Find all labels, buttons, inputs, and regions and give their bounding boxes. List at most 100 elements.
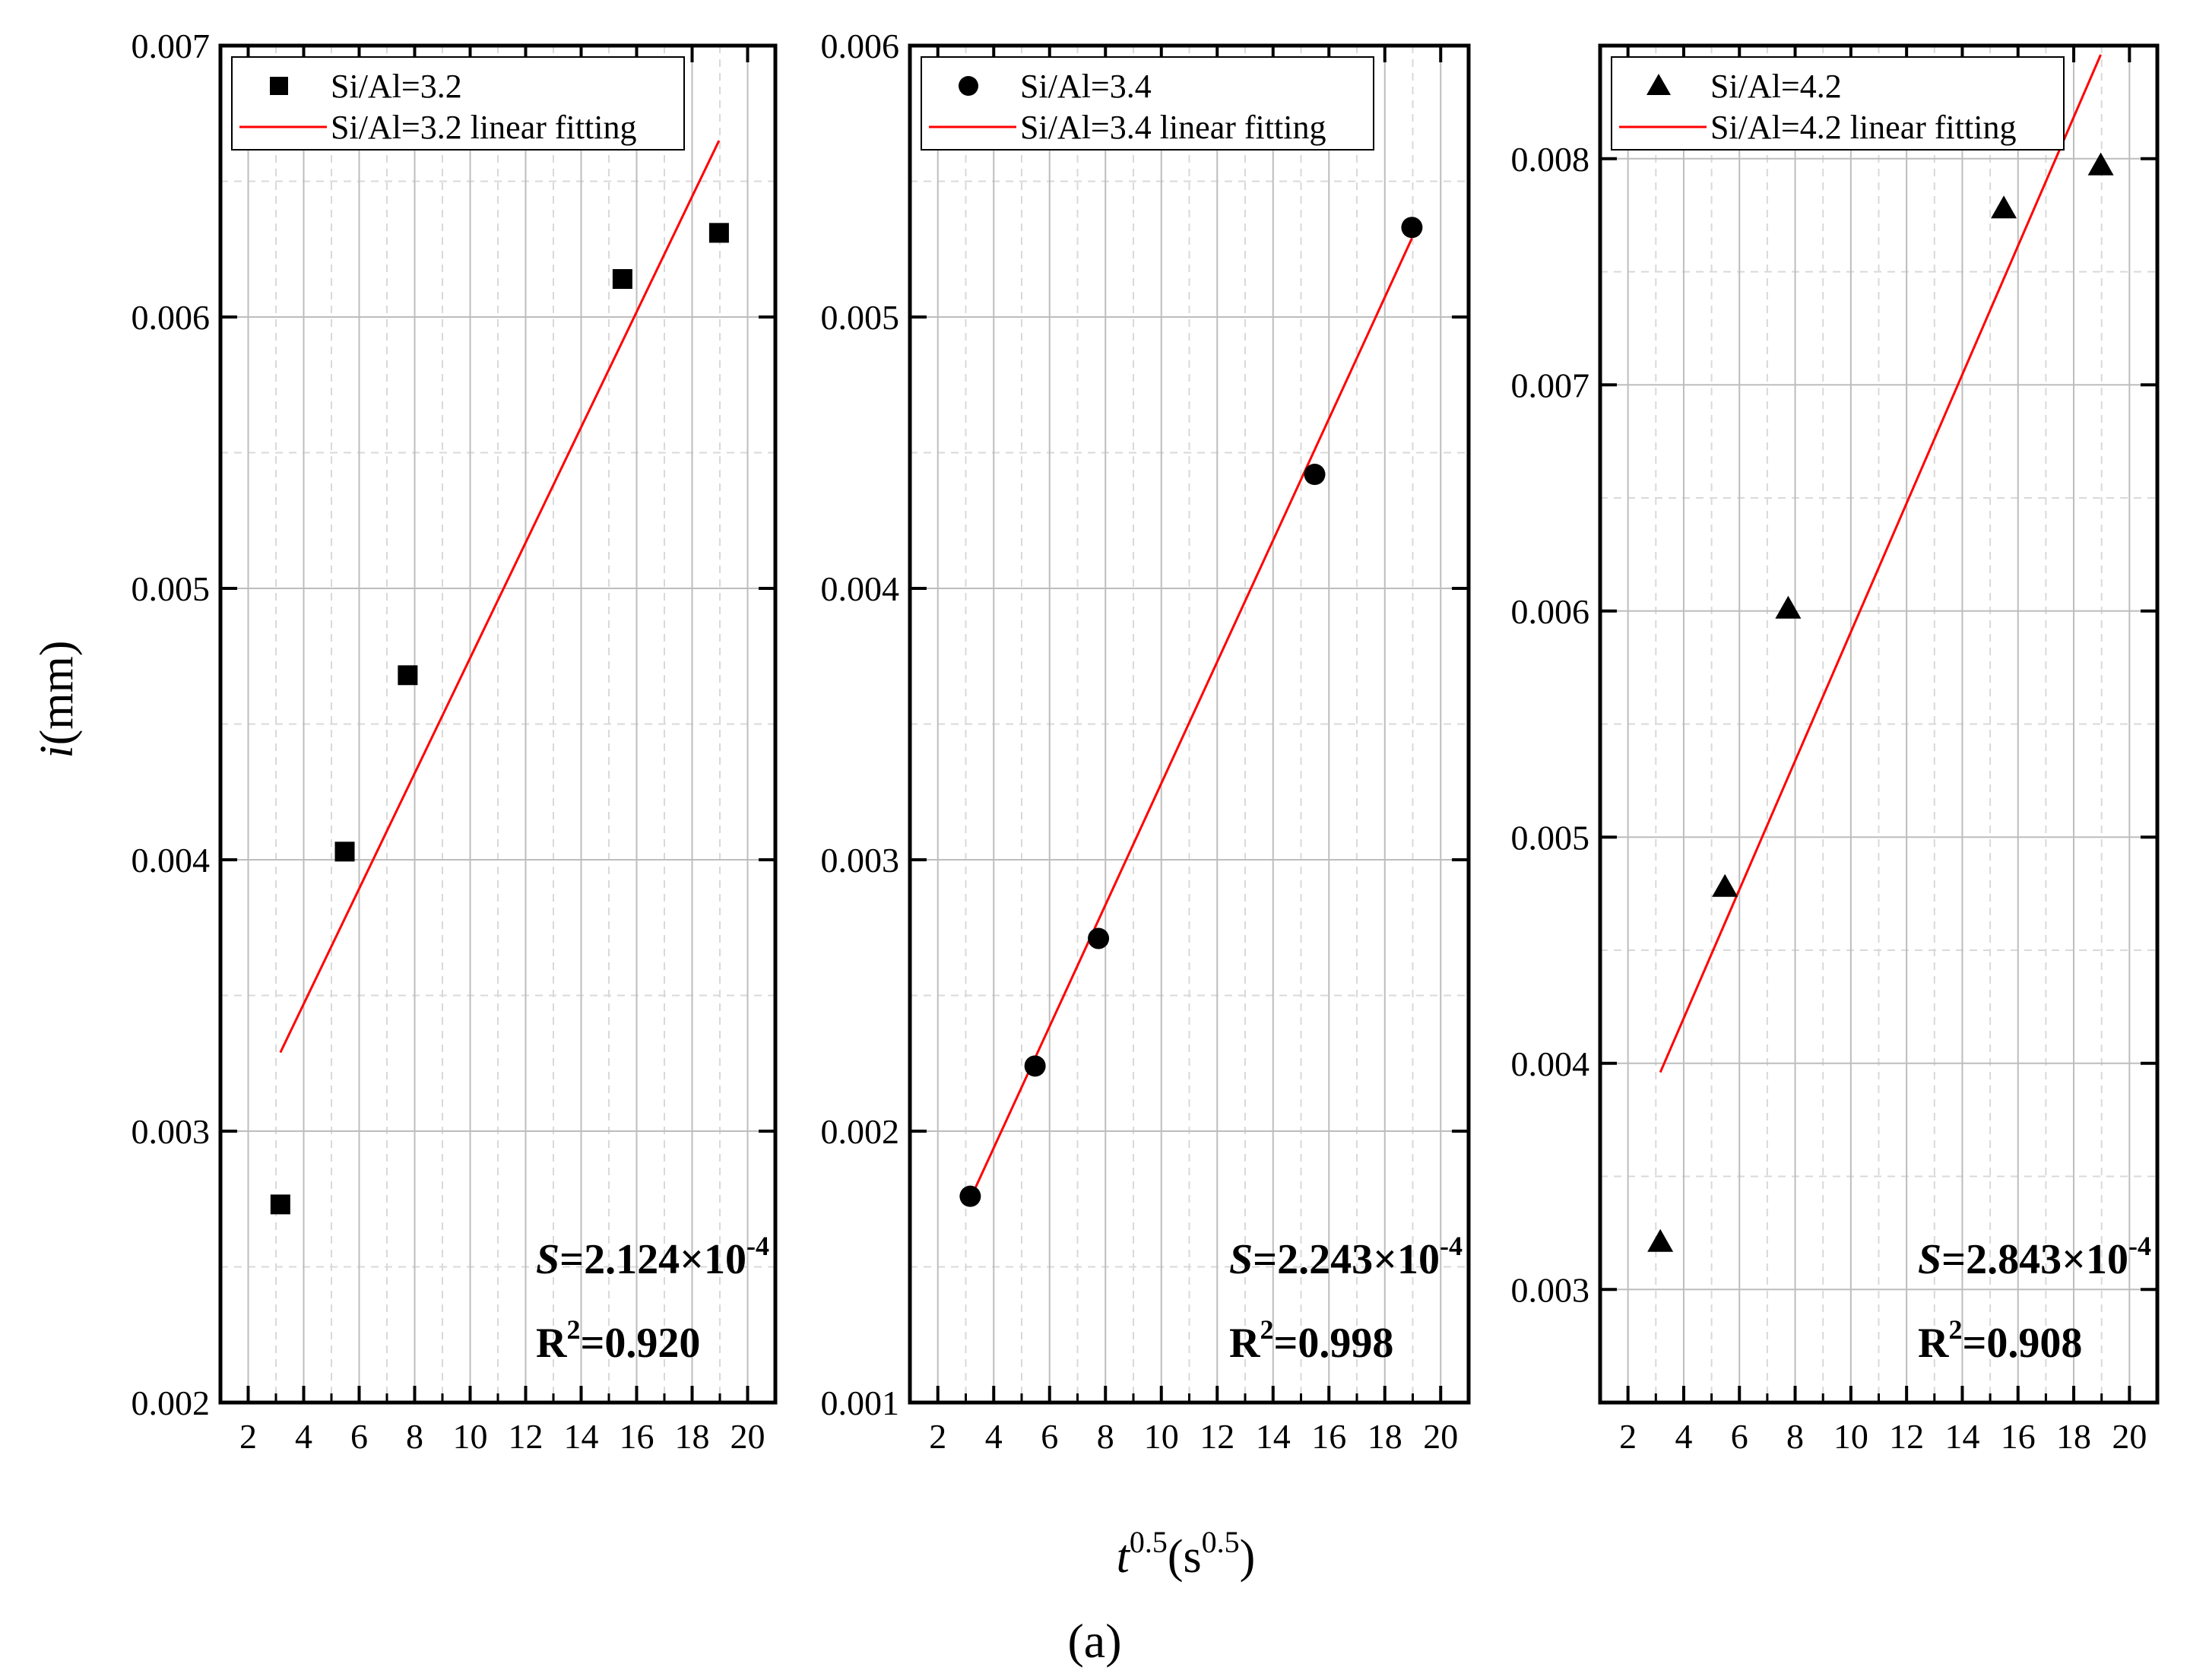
legend-label-points: Si/Al=4.2 bbox=[1710, 68, 1842, 105]
data-point bbox=[398, 665, 418, 686]
legend-box bbox=[231, 56, 685, 151]
x-tick-label: 12 bbox=[1889, 1417, 1924, 1456]
slope-value: =2.124×10 bbox=[559, 1236, 746, 1283]
chart-panel-3: 2 4 6 8 10 12 14 16 18 200.0030.0040.0050.0060.00… bbox=[1511, 43, 2160, 1456]
r-squared-annotation: R2=0.998 bbox=[1229, 1314, 1393, 1367]
slope-annotation: S=2.243×10-4 bbox=[1229, 1231, 1463, 1283]
x-tick-label: 2 bbox=[239, 1417, 257, 1456]
fit-line bbox=[279, 140, 721, 1054]
legend-marker bbox=[959, 76, 978, 96]
y-tick-label: 0.003 bbox=[132, 1112, 211, 1151]
y-tick-label: 0.003 bbox=[1511, 1270, 1590, 1309]
r-squared-superscript: 2 bbox=[566, 1314, 580, 1345]
fit-line bbox=[969, 237, 1413, 1200]
y-axis-title-unit: (mm) bbox=[31, 641, 83, 746]
x-tick-label: 6 bbox=[1041, 1417, 1058, 1456]
x-tick-label: 4 bbox=[985, 1417, 1003, 1456]
r-squared-superscript: 2 bbox=[1260, 1314, 1273, 1345]
r-squared-value: =0.920 bbox=[580, 1320, 700, 1367]
x-tick-label: 4 bbox=[295, 1417, 312, 1456]
slope-label: S bbox=[1918, 1236, 1941, 1283]
legend-label-points: Si/Al=3.4 bbox=[1020, 68, 1152, 105]
chart-panel-2: 2 4 6 8 10 12 14 16 18 200.0010.0020.0030.0040.00… bbox=[821, 27, 1471, 1456]
y-axis-title: i(mm) bbox=[31, 641, 83, 759]
data-point bbox=[1991, 195, 2017, 219]
x-tick-label: 20 bbox=[2112, 1417, 2147, 1456]
r-squared-annotation: R2=0.908 bbox=[1918, 1314, 2082, 1367]
data-point bbox=[612, 269, 632, 290]
x-tick-label: 18 bbox=[1368, 1417, 1402, 1456]
y-tick-label: 0.006 bbox=[132, 298, 211, 337]
y-axis-title-main: i bbox=[31, 745, 83, 758]
slope-exponent: -4 bbox=[2128, 1231, 2151, 1261]
slope-annotation: S=2.843×10-4 bbox=[1918, 1231, 2151, 1283]
legend-box bbox=[1611, 56, 2065, 151]
y-tick-label: 0.007 bbox=[132, 27, 211, 65]
x-tick-label: 20 bbox=[731, 1417, 765, 1456]
data-point bbox=[1775, 595, 1802, 619]
x-tick-label: 12 bbox=[509, 1417, 544, 1456]
legend-marker bbox=[1646, 74, 1671, 95]
slope-exponent: -4 bbox=[746, 1231, 769, 1261]
data-point bbox=[2087, 152, 2114, 176]
x-tick-label: 2 bbox=[1619, 1417, 1637, 1456]
data-point bbox=[334, 842, 355, 862]
y-tick-label: 0.003 bbox=[821, 841, 900, 880]
data-point bbox=[1088, 927, 1110, 949]
x-axis-title-unit-close: ) bbox=[1240, 1531, 1256, 1583]
y-tick-label: 0.002 bbox=[132, 1384, 211, 1422]
legend-label-fit: Si/Al=3.4 linear fitting bbox=[1020, 109, 1326, 146]
data-point bbox=[708, 223, 729, 243]
y-tick-label: 0.001 bbox=[821, 1384, 900, 1422]
x-tick-label: 12 bbox=[1200, 1417, 1234, 1456]
slope-value: =2.843×10 bbox=[1941, 1236, 2128, 1283]
data-point bbox=[1647, 1228, 1674, 1252]
r-squared-annotation: R2=0.920 bbox=[536, 1314, 700, 1367]
x-axis-title-unit-sup: 0.5 bbox=[1202, 1525, 1240, 1559]
x-tick-label: 8 bbox=[406, 1417, 423, 1456]
r-squared-label: R bbox=[1229, 1320, 1260, 1367]
legend-label-fit: Si/Al=4.2 linear fitting bbox=[1710, 109, 2016, 146]
data-point bbox=[959, 1185, 981, 1207]
x-tick-label: 4 bbox=[1675, 1417, 1692, 1456]
slope-value: =2.243×10 bbox=[1253, 1236, 1440, 1283]
legend: Si/Al=4.2 Si/Al=4.2 linear fitting bbox=[1611, 56, 2065, 151]
data-point bbox=[270, 1194, 290, 1215]
y-tick-label: 0.004 bbox=[821, 569, 900, 608]
fit-line bbox=[1659, 54, 2102, 1073]
x-tick-label: 2 bbox=[929, 1417, 946, 1456]
r-squared-label: R bbox=[1918, 1320, 1949, 1367]
x-tick-label: 14 bbox=[1256, 1417, 1291, 1456]
y-tick-label: 0.004 bbox=[1511, 1044, 1590, 1083]
slope-annotation: S=2.124×10-4 bbox=[536, 1231, 769, 1283]
r-squared-value: =0.908 bbox=[1962, 1320, 2082, 1367]
y-tick-label: 0.008 bbox=[1511, 140, 1590, 179]
data-point bbox=[1024, 1055, 1046, 1077]
x-axis-title-sup: 0.5 bbox=[1130, 1525, 1168, 1559]
y-tick-label: 0.005 bbox=[821, 298, 900, 337]
r-squared-superscript: 2 bbox=[1948, 1314, 1962, 1345]
slope-label: S bbox=[1229, 1236, 1253, 1283]
chart-panels: 2 4 6 8 10 12 14 16 18 200.0020.0030.0040.0050.00… bbox=[132, 27, 2160, 1456]
x-tick-label: 16 bbox=[620, 1417, 654, 1456]
x-tick-label: 6 bbox=[350, 1417, 368, 1456]
x-tick-label: 6 bbox=[1731, 1417, 1748, 1456]
y-tick-label: 0.006 bbox=[821, 27, 900, 65]
y-tick-label: 0.002 bbox=[821, 1112, 900, 1151]
legend-label-points: Si/Al=3.2 bbox=[331, 68, 462, 105]
legend-box bbox=[921, 56, 1374, 151]
x-tick-label: 10 bbox=[453, 1417, 488, 1456]
y-tick-label: 0.005 bbox=[132, 569, 211, 608]
x-tick-label: 18 bbox=[675, 1417, 710, 1456]
r-squared-value: =0.998 bbox=[1273, 1320, 1393, 1367]
x-tick-label: 8 bbox=[1786, 1417, 1804, 1456]
x-tick-label: 16 bbox=[2001, 1417, 2036, 1456]
legend: Si/Al=3.2 Si/Al=3.2 linear fitting bbox=[231, 56, 685, 151]
x-axis-title: t0.5(s0.5) bbox=[1117, 1525, 1256, 1583]
y-tick-label: 0.004 bbox=[132, 841, 211, 880]
slope-exponent: -4 bbox=[1440, 1231, 1463, 1261]
data-point bbox=[1304, 464, 1326, 486]
r-squared-label: R bbox=[536, 1320, 567, 1367]
x-tick-label: 10 bbox=[1833, 1417, 1868, 1456]
